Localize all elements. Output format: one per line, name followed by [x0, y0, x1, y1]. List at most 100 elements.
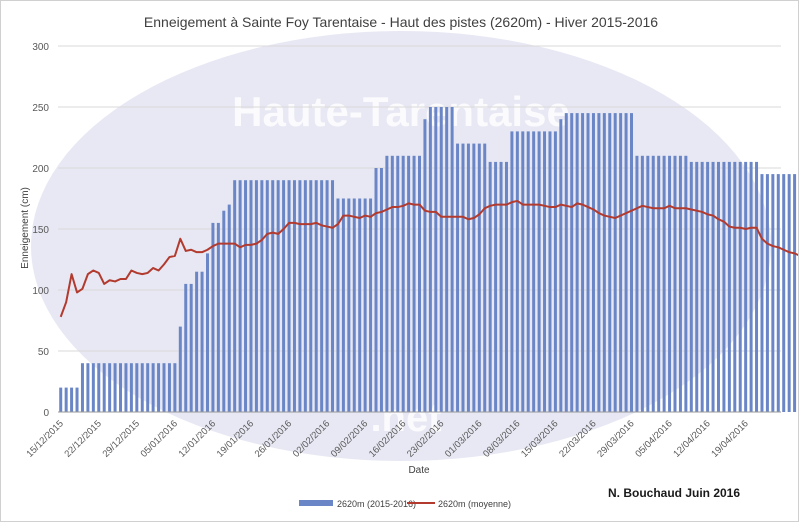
bar	[244, 180, 248, 412]
bar	[787, 174, 791, 412]
bar	[352, 198, 356, 412]
bar	[423, 119, 427, 412]
bar	[151, 363, 155, 412]
bar	[733, 161, 737, 412]
bar	[162, 363, 166, 412]
bar	[358, 198, 362, 412]
bar	[461, 143, 465, 412]
bar	[173, 363, 177, 412]
bar	[407, 155, 411, 413]
bar	[276, 180, 280, 412]
bar	[575, 113, 579, 412]
bar	[689, 161, 693, 412]
bar	[336, 198, 340, 412]
bar	[390, 155, 394, 413]
y-tick-label: 0	[43, 408, 49, 419]
credit-text: N. Bouchaud Juin 2016	[608, 486, 740, 500]
bar	[510, 131, 514, 412]
bar-series	[59, 107, 799, 413]
y-tick-label: 200	[32, 164, 49, 175]
bar	[716, 161, 720, 412]
bar	[200, 271, 204, 412]
bar	[434, 107, 438, 412]
bar	[782, 174, 786, 412]
bar	[477, 143, 481, 412]
bar	[314, 180, 318, 412]
bar	[91, 363, 95, 412]
bar	[287, 180, 291, 412]
bar	[135, 363, 139, 412]
y-tick-label: 300	[32, 42, 49, 53]
bar	[233, 180, 237, 412]
x-tick-label: 05/01/2016	[139, 418, 180, 459]
x-tick-label: 22/12/2015	[62, 418, 103, 459]
bar	[363, 198, 367, 412]
bar	[379, 168, 383, 412]
x-tick-label: 19/04/2016	[709, 418, 750, 459]
bar	[418, 155, 421, 413]
bar	[325, 180, 329, 412]
bar	[526, 131, 530, 412]
bar	[624, 113, 628, 412]
legend-line-label: 2620m (moyenne)	[438, 499, 511, 509]
bar	[749, 161, 753, 412]
bar	[260, 180, 264, 412]
bar	[124, 363, 128, 412]
bar	[738, 161, 742, 412]
bar	[586, 113, 590, 412]
bar	[700, 161, 704, 412]
bar	[684, 155, 688, 413]
bar	[439, 107, 443, 412]
bar	[483, 143, 487, 412]
bar	[760, 174, 764, 412]
watermark-ellipse	[31, 31, 771, 461]
bar	[292, 180, 296, 412]
bar	[553, 131, 557, 412]
bar	[412, 155, 416, 413]
legend-bar-swatch	[299, 500, 333, 506]
bar	[64, 387, 68, 412]
bar	[222, 210, 226, 412]
bar	[80, 363, 84, 412]
bar	[282, 180, 286, 412]
bar	[564, 113, 568, 412]
bar	[341, 198, 345, 412]
bar	[456, 143, 460, 412]
bar	[97, 363, 101, 412]
bar	[189, 283, 193, 412]
bar	[597, 113, 601, 412]
bar	[129, 363, 133, 412]
bar	[727, 161, 731, 412]
bar	[488, 161, 492, 412]
bar	[211, 222, 215, 412]
x-tick-label: 05/04/2016	[633, 418, 674, 459]
bar	[678, 155, 682, 413]
bar	[59, 387, 63, 412]
bar	[695, 161, 699, 412]
legend: 2620m (2015-2016) 2620m (moyenne)	[299, 499, 511, 509]
bar	[673, 155, 677, 413]
bar	[472, 143, 476, 412]
bar	[205, 253, 209, 412]
x-tick-label: 15/12/2015	[24, 418, 65, 459]
bar	[113, 363, 117, 412]
y-tick-label: 150	[32, 225, 49, 236]
bar	[108, 363, 112, 412]
bar	[668, 155, 672, 413]
bar	[619, 113, 623, 412]
legend-bar-label: 2620m (2015-2016)	[337, 499, 416, 509]
bar	[662, 155, 666, 413]
bar	[249, 180, 253, 412]
bar	[532, 131, 536, 412]
bar	[570, 113, 574, 412]
bar	[167, 363, 171, 412]
bar	[581, 113, 585, 412]
line-series	[59, 199, 799, 318]
bar	[309, 180, 313, 412]
bar	[651, 155, 655, 413]
x-tick-label: 29/12/2015	[101, 418, 142, 459]
bar	[216, 222, 220, 412]
bar	[75, 387, 79, 412]
bar	[238, 180, 242, 412]
